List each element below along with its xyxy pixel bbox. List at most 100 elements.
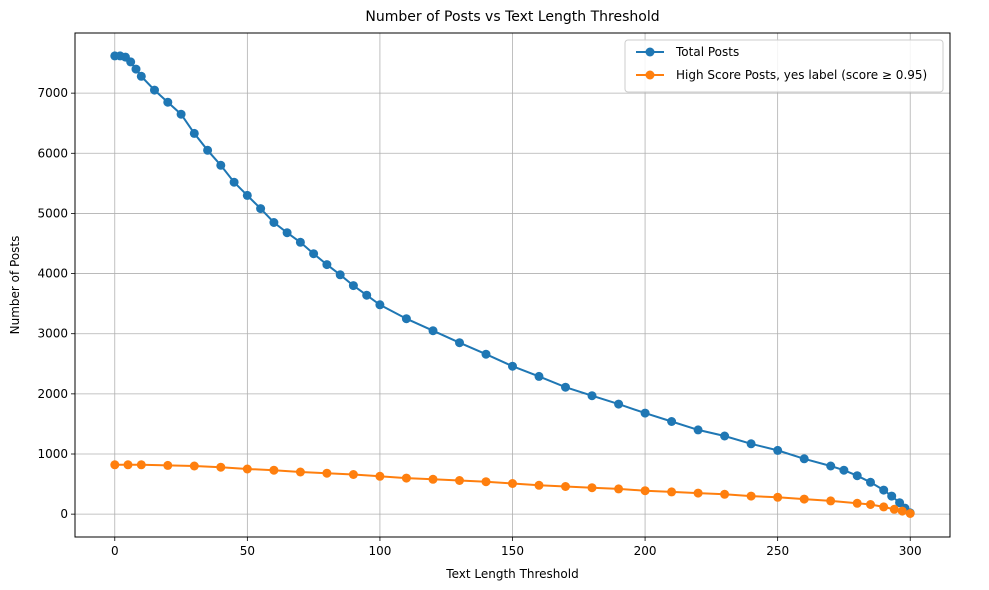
data-point: [534, 480, 544, 490]
y-tick-label: 3000: [37, 327, 68, 341]
data-point: [839, 465, 849, 475]
data-point: [256, 204, 266, 214]
data-point: [720, 489, 730, 499]
data-point: [216, 160, 226, 170]
data-point: [126, 57, 136, 67]
data-point: [309, 249, 319, 259]
data-point: [587, 483, 597, 493]
data-point: [746, 491, 756, 501]
legend-box: [624, 39, 944, 93]
data-point: [136, 71, 146, 81]
data-point: [163, 460, 173, 470]
data-point: [852, 471, 862, 481]
data-point: [335, 270, 345, 280]
data-point: [455, 476, 464, 485]
data-point: [229, 177, 239, 187]
data-point: [189, 461, 199, 471]
series-total-posts: [110, 51, 915, 518]
x-tick-label: 200: [634, 544, 657, 558]
data-point: [614, 484, 624, 494]
data-point: [203, 145, 213, 155]
data-point: [269, 465, 279, 475]
y-axis-label: Number of Posts: [8, 236, 22, 335]
ticks: 0 50 100 150 200 250 3000100020003000400050006…: [37, 86, 921, 558]
data-point: [348, 470, 358, 479]
data-point: [879, 485, 889, 495]
data-point: [401, 314, 411, 324]
x-tick-label: 150: [501, 544, 524, 558]
data-point: [852, 498, 862, 508]
series-layer: [110, 51, 915, 518]
y-tick-label: 7000: [37, 86, 68, 100]
data-point: [322, 468, 332, 478]
data-point: [401, 473, 411, 483]
data-point: [693, 488, 703, 498]
data-point: [123, 460, 133, 470]
data-point: [176, 109, 186, 119]
x-tick-label: 0: [111, 544, 119, 558]
data-point: [897, 506, 907, 516]
data-point: [799, 454, 809, 464]
data-point: [455, 338, 464, 348]
data-point: [614, 399, 624, 409]
data-point: [879, 502, 889, 512]
data-point: [216, 462, 226, 472]
y-tick-label: 2000: [37, 387, 68, 401]
data-point: [269, 218, 279, 227]
data-point: [773, 492, 783, 502]
data-point: [110, 460, 120, 470]
data-point: [826, 496, 836, 506]
data-point: [746, 439, 756, 449]
data-point: [375, 300, 385, 310]
data-point: [667, 487, 677, 497]
data-point: [295, 467, 305, 477]
data-point: [693, 425, 703, 435]
y-tick-label: 0: [60, 507, 68, 521]
x-tick-label: 300: [899, 544, 922, 558]
legend-marker-total-posts: [645, 47, 655, 57]
data-point: [136, 460, 146, 470]
data-point: [322, 260, 332, 270]
data-point: [720, 431, 730, 441]
data-point: [189, 128, 199, 138]
data-point: [587, 391, 597, 401]
data-point: [905, 509, 915, 518]
y-tick-label: 4000: [37, 267, 68, 281]
legend-marker-high-score-posts: [645, 70, 655, 80]
data-point: [887, 491, 897, 501]
data-point: [362, 290, 372, 300]
data-point: [640, 486, 650, 496]
data-point: [534, 371, 544, 381]
data-point: [799, 494, 809, 504]
legend-label-high-score-posts: High Score Posts, yes label (score ≥ 0.9…: [676, 68, 927, 82]
data-point: [508, 479, 517, 488]
data-point: [640, 408, 650, 418]
y-tick-label: 6000: [37, 146, 68, 160]
y-tick-label: 1000: [37, 447, 68, 461]
data-point: [242, 464, 252, 474]
data-point: [508, 361, 517, 371]
data-point: [866, 500, 875, 509]
data-point: [242, 190, 252, 200]
data-point: [131, 64, 141, 74]
x-tick-label: 100: [368, 544, 391, 558]
grid: [75, 33, 950, 537]
data-point: [889, 504, 899, 514]
data-point: [481, 349, 491, 359]
x-axis-label: Text Length Threshold: [445, 567, 578, 581]
chart-title: Number of Posts vs Text Length Threshold: [365, 9, 659, 25]
data-point: [481, 477, 491, 487]
data-point: [561, 482, 570, 491]
data-point: [826, 461, 836, 471]
x-tick-label: 50: [240, 544, 255, 558]
data-point: [428, 326, 438, 336]
data-point: [295, 237, 305, 247]
data-point: [428, 474, 438, 484]
legend-label-total-posts: Total Posts: [675, 45, 739, 59]
data-point: [150, 85, 159, 95]
data-point: [561, 382, 570, 392]
series-high-score-posts: [110, 460, 915, 518]
data-point: [667, 417, 677, 426]
